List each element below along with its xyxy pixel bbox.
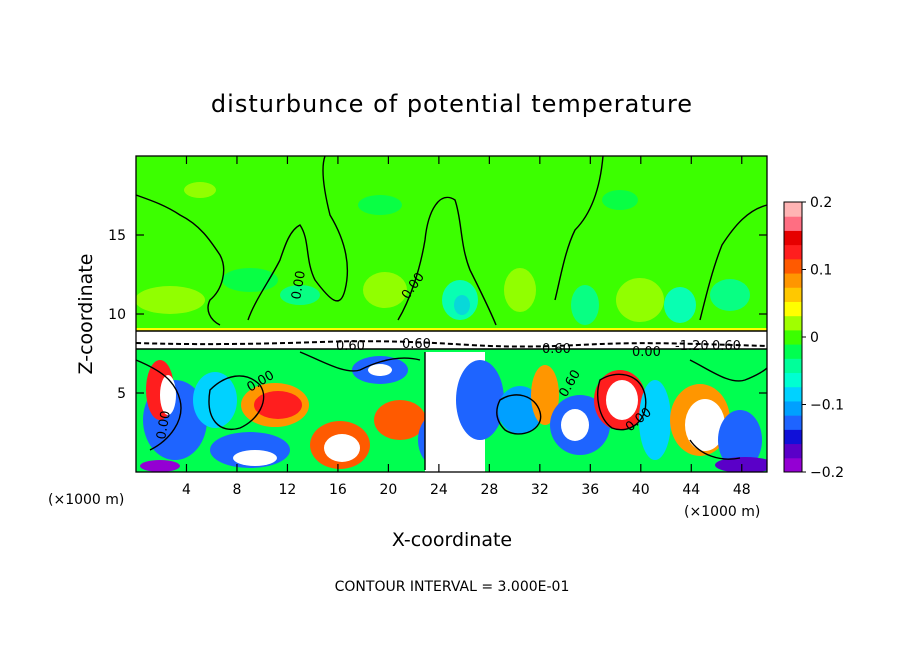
colorbar-segment (784, 358, 802, 374)
plot-area: 0.00 0.00 0.00 0.00 0.00 0.60 0.60 0.60 … (136, 156, 767, 472)
x-tick-label: 28 (480, 482, 498, 498)
contour-upper-2 (247, 156, 349, 321)
x-axis-label: X-coordinate (392, 529, 512, 551)
lower-field (136, 349, 767, 472)
colorbar-segment (784, 202, 802, 217)
contour-lower-7 (689, 359, 767, 382)
colorbar-segment (784, 216, 802, 231)
x-tick-label: 48 (733, 482, 751, 498)
y-tick-label: 15 (108, 228, 126, 244)
colorbar-tick-label: 0.2 (810, 195, 832, 211)
contour-lower-8 (689, 439, 741, 460)
y-axis-label: Z-coordinate (75, 254, 97, 375)
contour-label-12: 0.60 (712, 339, 741, 354)
x-tick-label: 16 (329, 482, 347, 498)
contour-label-4: 0.00 (154, 410, 174, 441)
contour-upper-3 (397, 196, 497, 326)
colorbar-tick-label: −0.2 (810, 465, 844, 481)
colorbar-segment (784, 258, 802, 274)
contour-lower-2 (208, 375, 265, 430)
contour-lower-6 (597, 373, 647, 431)
colorbar-segment (784, 386, 802, 402)
x-unit-label-left: (×1000 m) (48, 492, 124, 508)
band-yellow (136, 328, 767, 331)
colorbar-segment (784, 415, 802, 430)
contour-upper-1 (136, 194, 225, 326)
contour-lines (136, 156, 767, 470)
colorbar-segment (784, 400, 802, 416)
colorbar-segment (784, 315, 802, 331)
colorbar-tick-label: 0 (810, 330, 819, 346)
x-tick-label: 44 (682, 482, 700, 498)
contour-label-11: -1.20 (675, 339, 709, 354)
contour-label-10: 0.00 (632, 345, 661, 360)
colorbar-segment (784, 301, 802, 317)
band-white (136, 331, 767, 349)
contour-upper-5 (699, 204, 767, 321)
colorbar-tick-label: 0.1 (810, 263, 832, 279)
colorbar-segment (784, 429, 802, 445)
y-tick-label: 10 (108, 307, 126, 323)
colorbar-segment (784, 230, 802, 246)
contour-lower-1 (136, 359, 182, 451)
contour-lower-5 (496, 394, 542, 435)
colorbar-segment (784, 344, 802, 359)
contour-label-8: 0.60 (542, 342, 571, 357)
x-tick-label: 40 (632, 482, 650, 498)
colorbar-segment (784, 372, 802, 388)
x-tick-label: 36 (581, 482, 599, 498)
contour-lower-3 (299, 351, 421, 372)
colorbar-ticks: 0.2 0.1 0 −0.1 −0.2 (802, 195, 844, 481)
colorbar-tick-label: −0.1 (810, 398, 844, 414)
x-tick-label: 20 (379, 482, 397, 498)
x-tick-label: 4 (182, 482, 191, 498)
x-tick-label: 24 (430, 482, 448, 498)
colorbar-segment (784, 287, 802, 302)
colorbar-segment (784, 457, 802, 473)
x-tick-label: 8 (232, 482, 241, 498)
colorbar-segment (784, 244, 802, 260)
contour-interval-note: CONTOUR INTERVAL = 3.000E-01 (335, 579, 570, 595)
upper-field-texture (136, 182, 750, 325)
x-tick-label: 12 (279, 482, 297, 498)
contour-upper-4 (554, 156, 604, 301)
contour-label-7: 0.60 (402, 337, 431, 352)
chart-title: disturbunce of potential temperature (211, 90, 693, 118)
x-unit-label-right: (×1000 m) (684, 504, 760, 520)
colorbar-segment (784, 273, 802, 288)
colorbar (784, 202, 802, 473)
contour-label-6: 0.60 (336, 339, 365, 354)
y-axis-ticks: 5 10 15 (108, 228, 767, 402)
x-tick-label: 32 (531, 482, 549, 498)
contour-label-1: 0.00 (289, 270, 309, 301)
y-tick-label: 5 (117, 386, 126, 402)
colorbar-segment (784, 443, 802, 459)
x-axis-ticks: 4 8 12 16 20 24 28 32 36 40 44 48 (182, 156, 751, 498)
colorbar-segment (784, 329, 802, 345)
